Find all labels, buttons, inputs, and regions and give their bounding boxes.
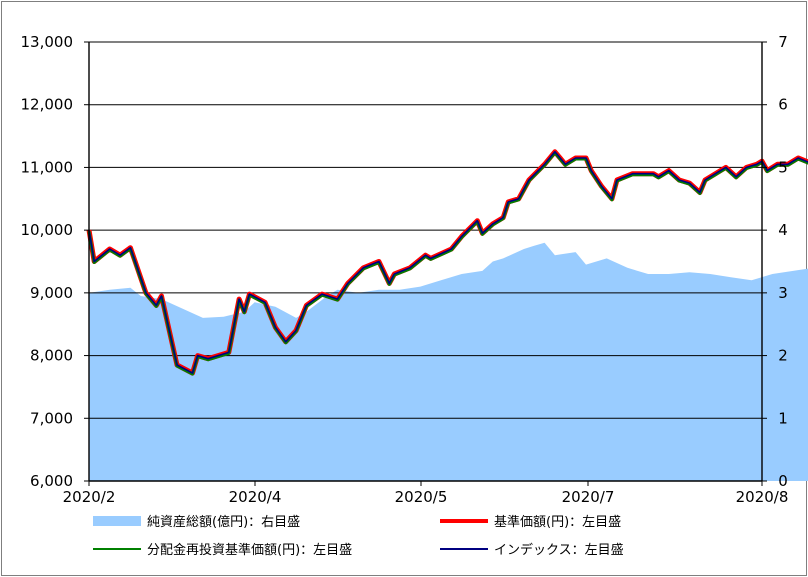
x-tick-label: 2020/7 (562, 488, 615, 506)
y-right-tick-label: 1 (778, 409, 788, 427)
net-assets-area-layer (89, 242, 808, 481)
net-assets-area (89, 242, 808, 481)
x-tick-label: 2020/4 (229, 488, 282, 506)
y-right-tick-label: 0 (778, 472, 788, 490)
y-left-tick-label: 11,000 (21, 158, 74, 176)
price-lines-layer (86, 149, 808, 376)
legend-label: 基準価額(円)：左目盛 (494, 514, 621, 530)
y-left-tick-label: 6,000 (30, 472, 73, 490)
x-tick-label: 2020/5 (395, 488, 448, 506)
axes (88, 41, 763, 482)
y-right-tick-label: 5 (778, 158, 788, 176)
y-left-tick-label: 9,000 (30, 284, 73, 302)
y-left-tick-label: 10,000 (21, 221, 74, 239)
y-axis-left-ticks: 13,000 12,000 11,000 10,000 9,000 8,000 7,000 6… (21, 33, 89, 490)
legend-swatch-area (93, 516, 141, 526)
legend: 純資産総額(億円)：右目盛 基準価額(円)：左目盛分配金再投資基準価額(円)：左目… (93, 514, 624, 558)
y-right-tick-label: 3 (778, 284, 788, 302)
legend-label: インデックス：左目盛 (494, 542, 624, 558)
y-left-tick-label: 8,000 (30, 347, 73, 365)
y-right-tick-label: 7 (778, 33, 788, 51)
legend-label: 分配金再投資基準価額(円)：左目盛 (147, 542, 352, 558)
y-left-tick-label: 13,000 (21, 33, 74, 51)
y-left-tick-label: 7,000 (30, 409, 73, 427)
y-right-tick-label: 4 (778, 221, 788, 239)
x-tick-label: 2020/2 (63, 488, 116, 506)
y-axis-right-ticks: 7 6 5 4 3 2 1 0 (762, 33, 788, 490)
y-left-tick-label: 12,000 (21, 96, 74, 114)
index-line (88, 151, 808, 374)
x-tick-label: 2020/8 (736, 488, 789, 506)
y-right-tick-label: 2 (778, 347, 788, 365)
y-right-tick-label: 6 (778, 96, 788, 114)
x-axis-ticks: 2020/2 2020/4 2020/5 2020/7 2020/8 (63, 481, 789, 506)
legend-label: 純資産総額(億円)：右目盛 (147, 514, 300, 530)
